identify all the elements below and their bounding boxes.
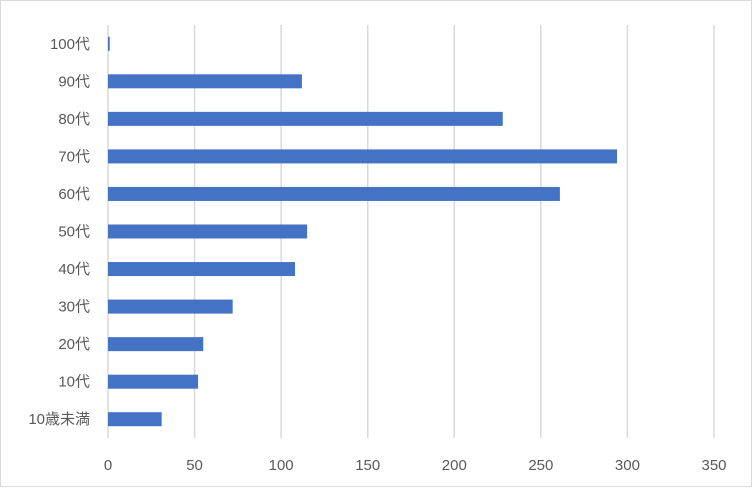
y-category-label: 20代 [58,336,90,353]
x-tick-label: 100 [269,457,294,474]
y-category-label: 80代 [58,111,90,128]
y-category-label: 30代 [58,299,90,316]
bar-5 [108,224,308,239]
x-tick-label: 0 [104,457,112,474]
bar-4 [108,262,295,277]
y-category-label: 40代 [58,261,90,278]
bar-10 [108,36,110,51]
x-axis-labels: 0 50 100 150 200 250 300 350 [104,457,727,474]
x-tick-label: 50 [186,457,203,474]
bar-9 [108,74,302,89]
y-axis-labels: 10歳未満 10代 20代 30代 40代 50代 60代 70代 80代 90代 100代 [28,36,90,428]
x-tick-label: 150 [355,457,380,474]
bar-1 [108,374,199,389]
y-category-label: 100代 [50,36,90,53]
x-tick-label: 250 [528,457,553,474]
x-tick-label: 300 [615,457,640,474]
bar-7 [108,149,618,164]
y-category-label: 60代 [58,186,90,203]
y-category-label: 10歳未満 [28,411,90,428]
bar-8 [108,111,503,126]
bar-2 [108,337,204,352]
x-tick-label: 350 [701,457,726,474]
y-category-label: 50代 [58,224,90,241]
x-tick-label: 200 [442,457,467,474]
bar-3 [108,299,233,314]
bar-6 [108,186,560,201]
bars [108,36,618,427]
y-category-label: 90代 [58,73,90,90]
y-category-label: 10代 [58,374,90,391]
bar-0 [108,412,162,427]
y-category-label: 70代 [58,148,90,165]
